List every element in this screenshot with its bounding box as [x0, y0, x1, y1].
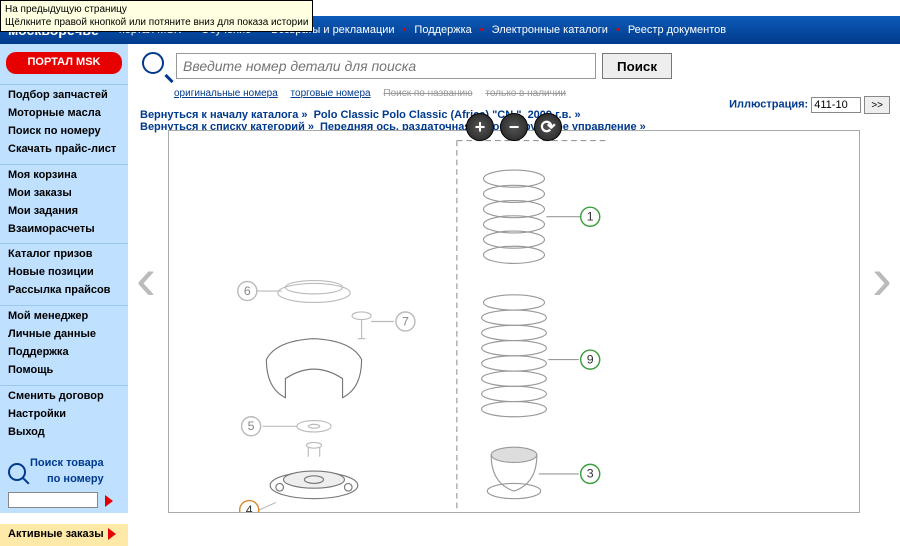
nav-catalogs[interactable]: Электронные каталоги: [492, 24, 608, 36]
part-number-input[interactable]: [8, 492, 98, 508]
filter-trade[interactable]: торговые номера: [291, 88, 371, 99]
svg-text:9: 9: [587, 352, 594, 366]
sidebar-item[interactable]: Сменить договор: [0, 388, 128, 406]
illustration-input[interactable]: [811, 97, 861, 113]
sidebar-item[interactable]: Рассылка прайсов: [0, 282, 128, 300]
nav-registry[interactable]: Реестр документов: [628, 24, 726, 36]
svg-text:4: 4: [246, 503, 253, 512]
go-icon[interactable]: [105, 495, 113, 507]
sidebar-item[interactable]: Подбор запчастей: [0, 87, 128, 105]
sidebar-item[interactable]: Поиск по номеру: [0, 123, 128, 141]
sidebar-item[interactable]: Новые позиции: [0, 264, 128, 282]
svg-text:5: 5: [248, 419, 255, 433]
sidebar-item[interactable]: Мои заказы: [0, 185, 128, 203]
sidebar-item[interactable]: Мой менеджер: [0, 308, 128, 326]
zoom-reset-button[interactable]: ⟳: [534, 113, 562, 141]
sidebar-item[interactable]: Мои задания: [0, 203, 128, 221]
sidebar-item[interactable]: Выход: [0, 424, 128, 442]
active-orders-link[interactable]: Активные заказы: [0, 524, 128, 546]
sidebar-item[interactable]: Поддержка: [0, 344, 128, 362]
nav-support[interactable]: Поддержка: [414, 24, 471, 36]
illustration-next-button[interactable]: >>: [864, 96, 890, 114]
sidebar-item[interactable]: Моторные масла: [0, 105, 128, 123]
illustration-selector: Иллюстрация: >>: [729, 96, 890, 114]
sidebar-item[interactable]: Моя корзина: [0, 167, 128, 185]
sidebar-item[interactable]: Каталог призов: [0, 246, 128, 264]
sidebar-item[interactable]: Взаиморасчеты: [0, 221, 128, 239]
search-button[interactable]: Поиск: [602, 53, 672, 79]
main-search-input[interactable]: [176, 53, 596, 79]
parts-diagram: 1 9 3 6 7 5 4: [169, 131, 859, 512]
search-icon: [8, 463, 26, 481]
sidebar-item[interactable]: Личные данные: [0, 326, 128, 344]
svg-text:1: 1: [587, 210, 594, 224]
sidebar-item[interactable]: Помощь: [0, 362, 128, 380]
main-content: Поиск оригинальные номера торговые номер…: [128, 44, 900, 513]
sidebar-item[interactable]: Скачать прайс-лист: [0, 141, 128, 159]
bc-catalog-root[interactable]: Вернуться к началу каталога: [140, 109, 298, 121]
sidebar: ПОРТАЛ MSK Подбор запчастей Моторные мас…: [0, 44, 128, 513]
next-diagram-arrow[interactable]: ›: [872, 249, 892, 309]
zoom-out-button[interactable]: −: [500, 113, 528, 141]
filter-name: Поиск по названию: [383, 88, 472, 99]
search-icon: [142, 52, 170, 80]
filter-stock: только в наличии: [485, 88, 566, 99]
history-tooltip: На предыдущую страницу Щёлкните правой к…: [0, 0, 313, 32]
portal-badge: ПОРТАЛ MSK: [6, 52, 122, 74]
svg-text:6: 6: [244, 284, 251, 298]
search-by-number-widget: Поиск товара по номеру: [0, 450, 128, 516]
sidebar-item[interactable]: Настройки: [0, 406, 128, 424]
svg-text:3: 3: [587, 467, 594, 481]
zoom-in-button[interactable]: +: [466, 113, 494, 141]
filter-original[interactable]: оригинальные номера: [174, 88, 278, 99]
diagram-viewport[interactable]: + − ⟳: [168, 130, 860, 513]
svg-text:7: 7: [402, 314, 409, 328]
prev-diagram-arrow[interactable]: ‹: [136, 249, 156, 309]
